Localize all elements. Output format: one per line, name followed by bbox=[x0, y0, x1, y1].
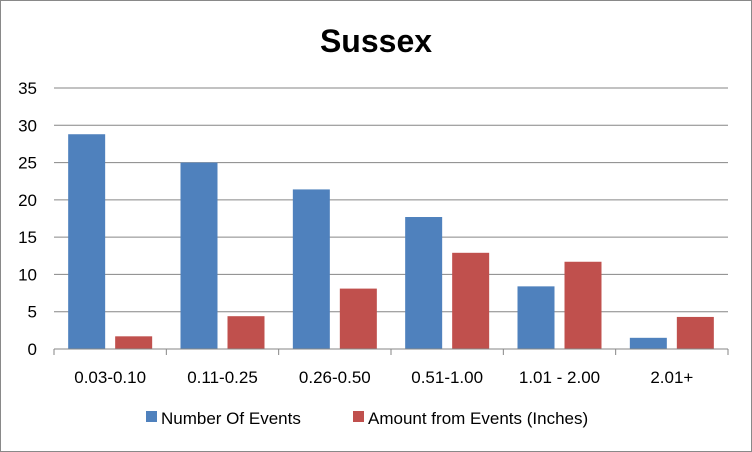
legend-swatch bbox=[353, 411, 364, 422]
y-tick-label: 10 bbox=[18, 265, 37, 284]
x-tick-label: 1.01 - 2.00 bbox=[519, 368, 600, 387]
legend: Number Of Events Amount from Events (Inch… bbox=[146, 409, 588, 428]
y-tick-label: 0 bbox=[28, 340, 37, 359]
bar-amount-from-events-2 bbox=[340, 289, 377, 349]
bar-number-of-events-5 bbox=[630, 338, 667, 349]
gridlines bbox=[54, 88, 728, 312]
x-tick-label: 2.01+ bbox=[650, 368, 693, 387]
y-tick-label: 5 bbox=[28, 303, 37, 322]
bar-amount-from-events-5 bbox=[677, 317, 714, 349]
y-tick-label: 30 bbox=[18, 116, 37, 135]
bar-amount-from-events-0 bbox=[115, 336, 152, 349]
x-tick-label: 0.03-0.10 bbox=[74, 368, 146, 387]
bar-amount-from-events-1 bbox=[228, 316, 265, 349]
y-axis-ticks: 0 5 10 15 20 25 30 35 bbox=[18, 79, 37, 359]
bar-amount-from-events-4 bbox=[565, 262, 602, 349]
x-tick-label: 0.51-1.00 bbox=[411, 368, 483, 387]
legend-swatch bbox=[146, 411, 157, 422]
bar-number-of-events-1 bbox=[181, 163, 218, 349]
y-tick-label: 20 bbox=[18, 191, 37, 210]
x-tick-label: 0.11-0.25 bbox=[187, 368, 258, 387]
legend-label: Number Of Events bbox=[161, 409, 301, 428]
bar-number-of-events-3 bbox=[405, 217, 442, 349]
bar-number-of-events-0 bbox=[68, 134, 105, 349]
bar-amount-from-events-3 bbox=[452, 253, 489, 349]
x-tick-label: 0.26-0.50 bbox=[299, 368, 371, 387]
chart-title: Sussex bbox=[320, 23, 432, 59]
y-tick-label: 35 bbox=[18, 79, 37, 98]
x-axis bbox=[54, 349, 728, 355]
y-tick-label: 25 bbox=[18, 154, 37, 173]
bars bbox=[68, 134, 714, 349]
x-axis-ticks: 0.03-0.10 0.11-0.25 0.26-0.50 0.51-1.00 1.01… bbox=[74, 368, 693, 387]
bar-number-of-events-4 bbox=[518, 286, 555, 349]
bar-number-of-events-2 bbox=[293, 189, 330, 349]
y-tick-label: 15 bbox=[18, 228, 37, 247]
legend-label: Amount from Events (Inches) bbox=[368, 409, 588, 428]
